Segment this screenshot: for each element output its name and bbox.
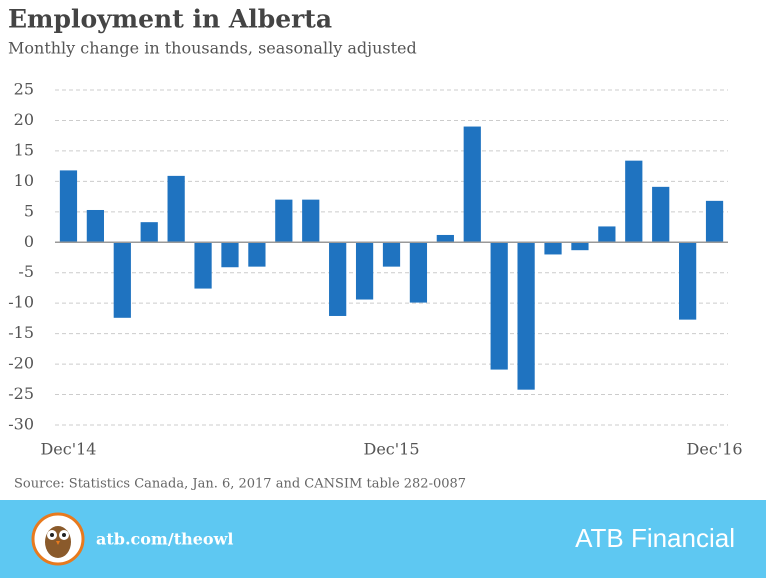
y-tick-label: -5 — [18, 262, 34, 281]
x-tick-label: Dec'15 — [363, 440, 419, 459]
bar — [598, 226, 616, 243]
bar — [248, 242, 266, 267]
bar — [571, 242, 589, 251]
footer-url[interactable]: atb.com/theowl — [96, 530, 233, 549]
x-tick-label: Dec'16 — [687, 440, 743, 459]
x-tick-label: Dec'14 — [40, 440, 96, 459]
bar — [652, 186, 670, 243]
y-tick-label: 5 — [24, 201, 34, 220]
bar — [705, 200, 724, 243]
bar — [86, 209, 104, 243]
bar — [329, 242, 347, 316]
bar — [517, 242, 535, 390]
bar — [436, 234, 454, 243]
y-tick-label: -25 — [8, 384, 34, 403]
y-tick-label: 10 — [14, 171, 34, 190]
y-tick-label: 25 — [14, 80, 34, 99]
footer-brand: ATB Financial — [575, 523, 735, 553]
bar — [490, 242, 508, 370]
bar — [679, 242, 697, 320]
bar — [113, 242, 131, 318]
source-note: Source: Statistics Canada, Jan. 6, 2017 … — [14, 477, 466, 492]
y-tick-label: 0 — [24, 232, 34, 251]
bar — [302, 199, 320, 243]
bar — [625, 160, 643, 243]
footer-band — [0, 500, 766, 578]
y-tick-label: -15 — [8, 323, 34, 342]
y-tick-label: -30 — [8, 415, 34, 434]
owl-logo — [31, 512, 85, 566]
chart-subtitle: Monthly change in thousands, seasonally … — [8, 39, 417, 58]
y-tick-label: 15 — [14, 140, 34, 159]
y-tick-label: -20 — [8, 354, 34, 373]
bar — [355, 242, 374, 300]
bar — [409, 242, 428, 303]
bar — [221, 242, 239, 268]
bar — [167, 175, 185, 243]
bar — [463, 126, 481, 243]
bar — [544, 242, 562, 255]
bar — [59, 170, 78, 243]
y-tick-label: -10 — [8, 293, 34, 312]
bar — [140, 222, 158, 243]
chart-title: Employment in Alberta — [8, 5, 332, 34]
bar — [382, 242, 401, 267]
bar — [194, 242, 212, 289]
y-tick-label: 20 — [14, 110, 34, 129]
bar — [275, 199, 293, 243]
